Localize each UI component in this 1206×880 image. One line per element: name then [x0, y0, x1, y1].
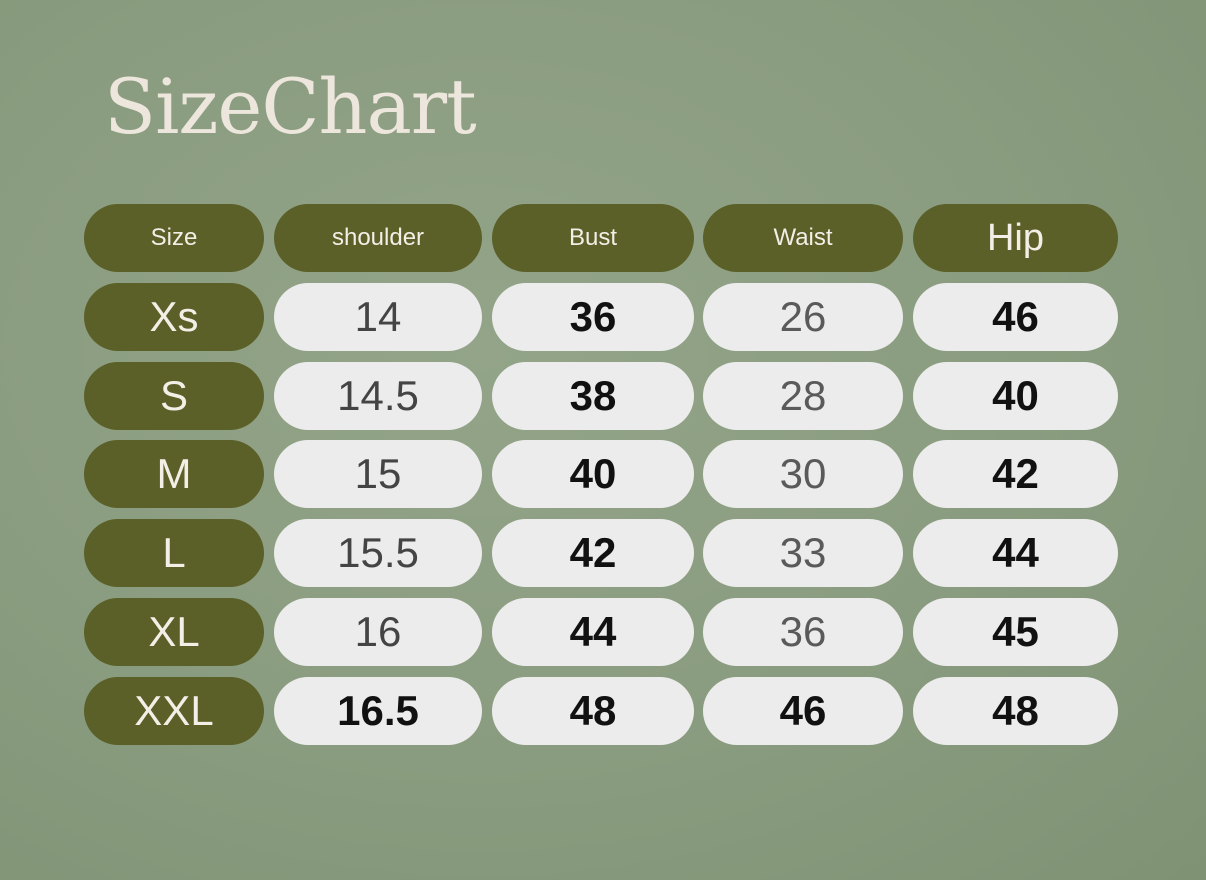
size-label: Xs [84, 283, 264, 351]
size-label: XL [84, 598, 264, 666]
cell-hip: 45 [913, 598, 1118, 666]
cell-hip: 44 [913, 519, 1118, 587]
cell-hip: 42 [913, 440, 1118, 508]
cell-bust: 42 [492, 519, 694, 587]
header-bust: Bust [492, 204, 694, 272]
cell-shoulder: 16 [274, 598, 482, 666]
cell-shoulder: 14.5 [274, 362, 482, 430]
cell-hip: 46 [913, 283, 1118, 351]
header-waist: Waist [703, 204, 903, 272]
cell-bust: 36 [492, 283, 694, 351]
cell-waist: 46 [703, 677, 903, 745]
size-label: M [84, 440, 264, 508]
size-label: S [84, 362, 264, 430]
size-label: XXL [84, 677, 264, 745]
header-shoulder: shoulder [274, 204, 482, 272]
cell-waist: 26 [703, 283, 903, 351]
header-size: Size [84, 204, 264, 272]
cell-shoulder: 16.5 [274, 677, 482, 745]
cell-waist: 30 [703, 440, 903, 508]
cell-shoulder: 15 [274, 440, 482, 508]
cell-waist: 36 [703, 598, 903, 666]
cell-waist: 28 [703, 362, 903, 430]
header-hip: Hip [913, 204, 1118, 272]
cell-waist: 33 [703, 519, 903, 587]
page-title: SizeChart [104, 62, 477, 151]
cell-shoulder: 15.5 [274, 519, 482, 587]
size-label: L [84, 519, 264, 587]
cell-bust: 44 [492, 598, 694, 666]
cell-bust: 48 [492, 677, 694, 745]
cell-shoulder: 14 [274, 283, 482, 351]
cell-bust: 38 [492, 362, 694, 430]
cell-hip: 40 [913, 362, 1118, 430]
cell-hip: 48 [913, 677, 1118, 745]
cell-bust: 40 [492, 440, 694, 508]
